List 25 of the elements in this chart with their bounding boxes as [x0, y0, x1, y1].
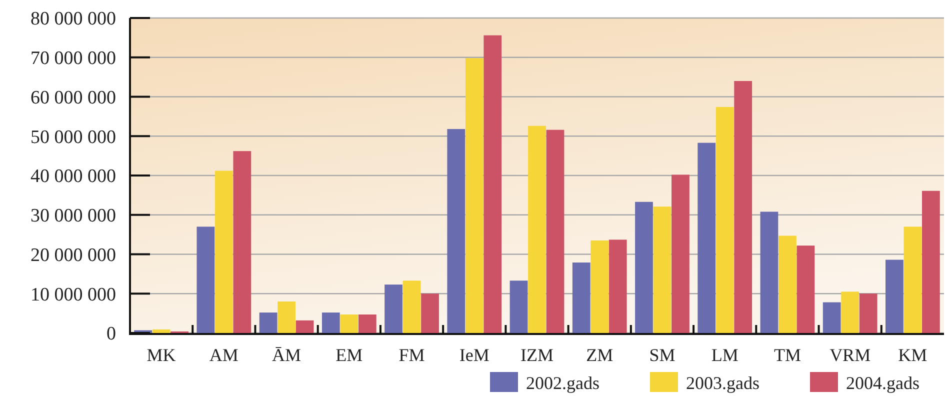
- x-tick-label: IZM: [520, 345, 554, 365]
- legend-label: 2003.gads: [686, 373, 760, 393]
- x-tick-label: FM: [398, 345, 425, 365]
- y-tick-label: 0: [106, 324, 116, 345]
- x-tick-label: IeM: [459, 345, 490, 365]
- x-tick-label: AM: [209, 345, 238, 365]
- y-tick-label: 10 000 000: [30, 284, 116, 306]
- y-tick-label: 60 000 000: [30, 87, 116, 108]
- y-tick-label: 50 000 000: [30, 126, 116, 148]
- x-tick-label: ZM: [586, 345, 614, 365]
- x-tick-label: LM: [711, 345, 738, 365]
- y-tick-label: 40 000 000: [30, 166, 116, 188]
- x-tick-label: TM: [774, 345, 801, 365]
- y-tick-label: 70 000 000: [30, 48, 116, 70]
- x-tick-label: EM: [336, 345, 363, 365]
- x-tick-label: ĀM: [272, 345, 302, 365]
- legend-label: 2002.gads: [526, 373, 600, 393]
- y-tick-label: 20 000 000: [30, 244, 116, 266]
- y-tick-label: 80 000 000: [30, 8, 116, 30]
- legend-label: 2004.gads: [846, 373, 920, 393]
- x-tick-label: VRM: [830, 345, 871, 365]
- x-tick-label: SM: [649, 345, 676, 365]
- x-tick-label: MK: [146, 345, 176, 365]
- y-tick-label: 30 000 000: [30, 206, 116, 227]
- x-tick-label: KM: [898, 345, 928, 365]
